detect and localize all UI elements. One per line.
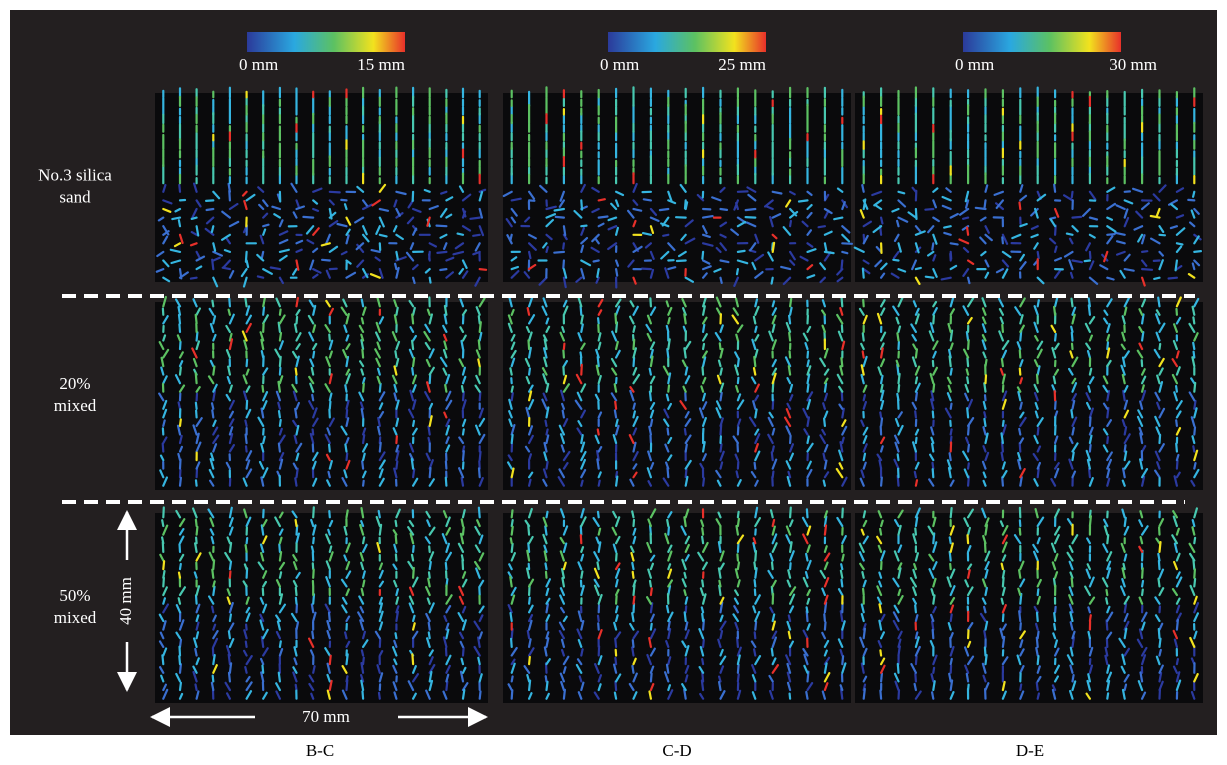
vector-arrows bbox=[510, 86, 851, 285]
row-label: No.3 silica bbox=[38, 165, 112, 184]
vector-arrows bbox=[860, 602, 1200, 700]
vector-arrows bbox=[191, 296, 448, 470]
vector-arrows bbox=[510, 313, 847, 479]
row-label: sand bbox=[59, 187, 91, 206]
vector-arrows bbox=[159, 507, 485, 605]
vector-arrows bbox=[853, 86, 1202, 285]
vector-arrows bbox=[858, 296, 1197, 393]
vector-arrows bbox=[860, 296, 1200, 487]
row-label: mixed bbox=[54, 396, 97, 415]
vector-arrows bbox=[862, 86, 1196, 185]
vector-arrows bbox=[880, 90, 1196, 287]
panel bbox=[503, 513, 851, 703]
vector-arrows bbox=[162, 603, 484, 700]
row-label: 20% bbox=[59, 374, 90, 393]
vector-arrows bbox=[507, 602, 844, 700]
vector-arrows bbox=[528, 89, 844, 285]
vector-arrows bbox=[861, 342, 1180, 487]
vector-arrows bbox=[860, 523, 1199, 700]
vector-arrows bbox=[562, 108, 792, 253]
column-label: D-E bbox=[1016, 741, 1044, 760]
vector-arrows bbox=[162, 182, 487, 287]
vector-arrows bbox=[510, 86, 844, 185]
vector-arrows bbox=[860, 389, 1197, 487]
vector-arrows bbox=[859, 508, 1196, 605]
panel bbox=[155, 513, 488, 703]
vector-arrows bbox=[161, 296, 481, 393]
vector-arrows bbox=[861, 183, 1201, 285]
vector-arrows bbox=[162, 86, 484, 288]
scale-height: 40 mm bbox=[116, 577, 135, 625]
vector-arrows bbox=[860, 296, 1199, 462]
vector-arrows bbox=[510, 86, 826, 185]
vector-arrows bbox=[162, 88, 481, 185]
vector-arrows bbox=[510, 508, 831, 692]
vector-arrows bbox=[158, 295, 486, 393]
panel bbox=[855, 93, 1203, 282]
vector-arrows bbox=[859, 603, 1196, 700]
panel bbox=[155, 93, 488, 282]
labels: 0 mm 15 mm 0 mm 25 mm 0 mm 30 mm No.3 silica sa… bbox=[38, 32, 1157, 760]
vector-arrows bbox=[507, 601, 845, 700]
vector-arrows bbox=[507, 296, 844, 487]
vector-arrows bbox=[510, 389, 848, 487]
vector-arrows bbox=[528, 525, 844, 700]
colorbar-max-label: 30 mm bbox=[1109, 55, 1157, 74]
vector-arrows bbox=[162, 518, 416, 700]
column-label: C-D bbox=[662, 741, 691, 760]
row-label: mixed bbox=[54, 608, 97, 627]
panel bbox=[503, 302, 851, 490]
row-label: 50% bbox=[59, 586, 90, 605]
colorbar bbox=[963, 32, 1121, 52]
vector-arrows bbox=[161, 506, 481, 605]
vector-arrows bbox=[162, 90, 465, 279]
column-label: B-C bbox=[306, 741, 334, 760]
vector-arrows bbox=[858, 506, 1198, 605]
vector-arrows bbox=[158, 506, 485, 700]
vector-arrows bbox=[502, 184, 853, 284]
vector-arrows bbox=[862, 297, 1199, 393]
scale-width: 70 mm bbox=[302, 707, 350, 726]
vector-arrows bbox=[162, 86, 481, 185]
vector-arrows bbox=[526, 298, 846, 479]
vector-arrows bbox=[880, 534, 1178, 674]
vector-arrows bbox=[507, 296, 844, 393]
colorbar-max-label: 25 mm bbox=[718, 55, 766, 74]
vector-arrows bbox=[507, 389, 848, 487]
vector-arrows bbox=[178, 299, 481, 462]
colorbar bbox=[608, 32, 766, 52]
vector-arrows bbox=[862, 87, 1196, 185]
vector-arrows bbox=[158, 390, 486, 487]
vector-panels bbox=[155, 86, 1203, 703]
vector-arrows bbox=[858, 507, 1199, 700]
vector-arrows bbox=[507, 506, 847, 700]
colorbar-min-label: 0 mm bbox=[600, 55, 639, 74]
panel bbox=[503, 93, 851, 282]
vector-arrows bbox=[859, 391, 1197, 487]
panel bbox=[855, 302, 1203, 490]
colorbar-min-label: 0 mm bbox=[955, 55, 994, 74]
vector-arrows bbox=[859, 107, 1196, 285]
panel bbox=[155, 302, 488, 490]
vector-arrows bbox=[228, 570, 465, 692]
vector-arrows bbox=[507, 295, 844, 393]
vector-arrows bbox=[862, 184, 1202, 281]
vector-arrows bbox=[161, 389, 484, 487]
vector-arrows bbox=[159, 296, 486, 487]
vector-arrows bbox=[178, 88, 488, 271]
vector-arrows bbox=[509, 508, 845, 605]
colorbar-max-label: 15 mm bbox=[357, 55, 405, 74]
colorbar-min-label: 0 mm bbox=[239, 55, 278, 74]
vector-arrows bbox=[155, 182, 483, 285]
colorbar bbox=[247, 32, 405, 52]
vector-arrows bbox=[158, 601, 483, 700]
vector-arrows bbox=[505, 182, 848, 289]
vector-arrows bbox=[510, 506, 844, 605]
panel bbox=[855, 513, 1203, 703]
